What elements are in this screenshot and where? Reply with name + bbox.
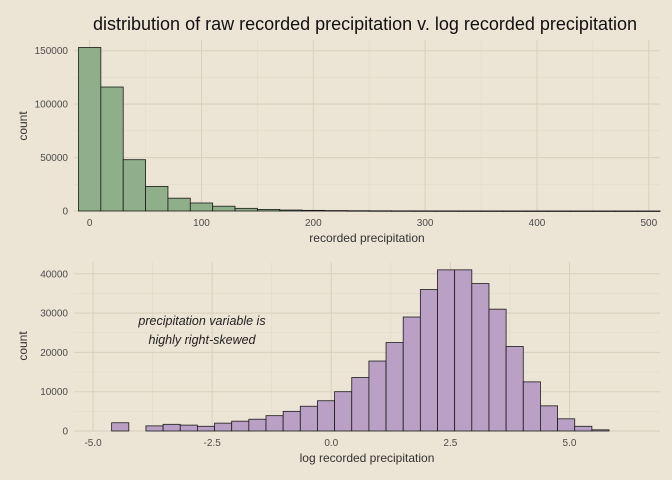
histogram-bar <box>525 210 549 212</box>
y-tick-label: 20000 <box>40 348 68 359</box>
y-tick-label: 0 <box>62 207 68 218</box>
x-tick-label: -5.0 <box>84 438 102 449</box>
histogram-bar <box>454 269 473 432</box>
histogram-bar <box>231 420 250 432</box>
histogram-raw-precipitation: 0 100 200 300 400 500 0 50000 100000 150000 record… <box>16 40 661 245</box>
histogram-log-precipitation: -5.0 -2.5 0.0 2.5 5.0 0 10000 20000 30000 40000 lo… <box>16 262 660 465</box>
histogram-bar <box>391 210 415 212</box>
histogram-bar <box>413 210 437 212</box>
histogram-bar <box>248 418 267 432</box>
main-title: distribution of raw recorded precipitati… <box>93 14 637 34</box>
y-tick-label: 50000 <box>40 153 68 164</box>
y-tick-label: 40000 <box>40 269 68 280</box>
x-tick-label: 300 <box>417 218 434 229</box>
histogram-bar <box>189 202 214 212</box>
histogram-bar <box>100 86 124 212</box>
histogram-bar <box>351 377 370 432</box>
histogram-bar <box>458 210 482 212</box>
histogram-bar <box>265 415 284 432</box>
histogram-bar <box>78 47 102 212</box>
histogram-bar <box>334 391 353 432</box>
x-tick-label: 200 <box>305 218 322 229</box>
x-axis-title: recorded precipitation <box>309 231 424 245</box>
histogram-bar <box>435 210 460 212</box>
y-tick-label: 0 <box>62 427 68 438</box>
histogram-bar <box>324 210 348 212</box>
histogram-bar <box>368 360 387 432</box>
annotation-text: highly right-skewed <box>149 333 257 347</box>
histogram-bar <box>368 210 393 212</box>
histogram-bar <box>503 210 527 212</box>
x-tick-label: 0.0 <box>324 438 338 449</box>
histogram-bar <box>317 400 336 432</box>
x-tick-label: 0 <box>87 218 93 229</box>
histogram-bar <box>637 210 661 212</box>
histogram-bar <box>591 429 610 432</box>
histogram-bar <box>437 269 456 432</box>
histogram-bar <box>574 425 593 432</box>
histogram-bar <box>488 308 507 432</box>
histogram-bar <box>614 210 639 212</box>
histogram-bar <box>214 422 233 432</box>
histogram-bar <box>257 208 281 212</box>
x-tick-label: 2.5 <box>443 438 457 449</box>
histogram-bar <box>279 209 303 212</box>
histogram-bar <box>167 197 191 212</box>
annotation-text: precipitation variable is <box>137 314 265 328</box>
histogram-bar <box>111 422 130 432</box>
y-axis-title: count <box>16 111 30 141</box>
y-axis-title: count <box>16 331 30 361</box>
histogram-bar <box>540 405 558 432</box>
histogram-bar <box>419 289 438 432</box>
x-tick-label: 400 <box>529 218 546 229</box>
histogram-bar <box>196 425 215 432</box>
histogram-bar <box>557 418 576 432</box>
y-tick-label: 100000 <box>35 100 69 111</box>
y-tick-label: 10000 <box>40 387 68 398</box>
histogram-bar <box>385 342 404 432</box>
histogram-bar <box>179 424 198 432</box>
histogram-bar <box>301 209 325 212</box>
histogram-bar <box>299 405 318 432</box>
histogram-bar <box>234 207 258 212</box>
histogram-bar <box>592 210 616 212</box>
histogram-bar <box>522 381 541 432</box>
histogram-bar <box>162 423 181 432</box>
histogram-bar <box>480 210 504 212</box>
histogram-bar <box>471 283 490 432</box>
histogram-bar <box>505 346 524 432</box>
x-axis-title: log recorded precipitation <box>300 451 435 465</box>
histogram-bar <box>122 159 146 212</box>
x-tick-label: 100 <box>193 218 210 229</box>
x-tick-label: -2.5 <box>204 438 222 449</box>
x-tick-label: 500 <box>640 218 657 229</box>
histogram-bar <box>282 410 301 432</box>
histogram-bar <box>547 210 571 212</box>
histogram-bar <box>402 316 421 432</box>
histogram-bar <box>212 205 236 212</box>
y-tick-label: 150000 <box>35 46 69 57</box>
histogram-bar <box>570 210 594 212</box>
histogram-bar <box>145 425 164 432</box>
x-tick-label: 5.0 <box>563 438 577 449</box>
histogram-bar <box>346 210 370 212</box>
y-tick-label: 30000 <box>40 309 68 320</box>
histogram-bar <box>145 186 169 212</box>
